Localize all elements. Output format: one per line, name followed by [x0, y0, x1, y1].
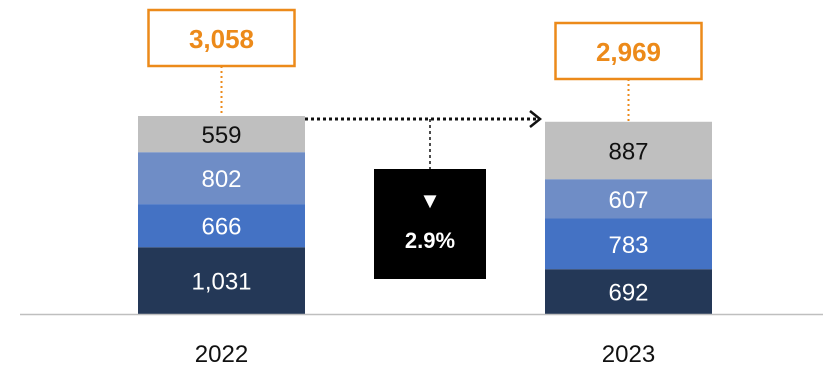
change-arrow-head — [529, 110, 543, 128]
bar-segment-2022-2 — [138, 204, 305, 248]
data-label-2023-4: 887 — [608, 138, 648, 165]
bar-segment-2023-3 — [545, 179, 712, 219]
bars-group: 1,031 666 802 559 692 783 607 887 — [138, 116, 712, 314]
data-label-2023-2: 783 — [608, 232, 648, 259]
change-percent-label: 2.9% — [405, 228, 455, 253]
data-label-2022-4: 559 — [201, 122, 241, 149]
total-label-2022: 3,058 — [189, 24, 254, 54]
data-label-2022-3: 802 — [201, 166, 241, 193]
data-label-2022-1: 1,031 — [191, 269, 251, 296]
bar-segment-2023-2 — [545, 218, 712, 270]
total-box-2022 — [147, 8, 296, 68]
total-box-2023 — [554, 21, 703, 81]
bar-segment-2022-3 — [138, 152, 305, 205]
change-down-icon: ▼ — [419, 188, 441, 213]
total-label-2023: 2,969 — [596, 37, 661, 67]
bar-segment-2023-1 — [545, 269, 712, 314]
data-label-2022-2: 666 — [201, 214, 241, 241]
bar-segment-2022-1 — [138, 247, 305, 314]
data-label-2023-3: 607 — [608, 187, 648, 214]
axis-group: 2022 2023 — [20, 313, 823, 368]
x-axis-label-2023: 2023 — [602, 341, 655, 368]
data-label-2023-1: 692 — [608, 280, 648, 307]
annotations-group: 3,058 2,969 ▼ 2.9% — [147, 8, 703, 279]
bar-segment-2023-4 — [545, 121, 712, 180]
x-axis-label-2022: 2022 — [195, 341, 248, 368]
bar-segment-2022-4 — [138, 116, 305, 153]
change-box — [374, 169, 486, 279]
